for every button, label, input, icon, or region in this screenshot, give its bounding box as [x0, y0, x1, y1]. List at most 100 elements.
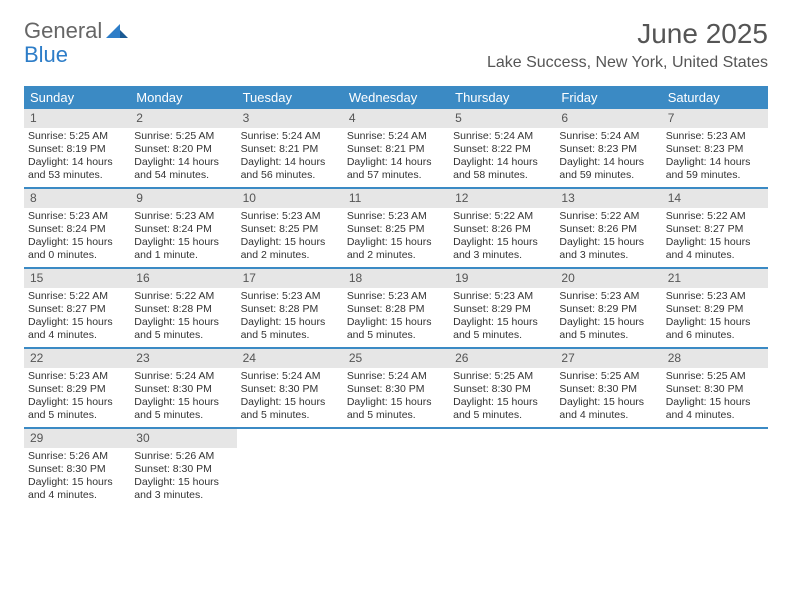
logo-triangle-icon — [106, 18, 128, 44]
day-cell: 7Sunrise: 5:23 AMSunset: 8:23 PMDaylight… — [662, 109, 768, 187]
day-number: 5 — [449, 109, 555, 128]
day-body: Sunrise: 5:24 AMSunset: 8:30 PMDaylight:… — [343, 368, 449, 427]
day-body: Sunrise: 5:22 AMSunset: 8:26 PMDaylight:… — [555, 208, 661, 267]
header: General June 2025 Lake Success, New York… — [0, 0, 792, 78]
daylight-text: Daylight: 15 hours and 5 minutes. — [241, 316, 339, 342]
day-body: Sunrise: 5:23 AMSunset: 8:28 PMDaylight:… — [237, 288, 343, 347]
day-number: 8 — [24, 189, 130, 208]
sunset-text: Sunset: 8:30 PM — [241, 383, 339, 396]
sunrise-text: Sunrise: 5:26 AM — [28, 450, 126, 463]
day-cell: 17Sunrise: 5:23 AMSunset: 8:28 PMDayligh… — [237, 269, 343, 347]
day-header: Monday — [130, 86, 236, 109]
daylight-text: Daylight: 15 hours and 4 minutes. — [666, 236, 764, 262]
day-body: Sunrise: 5:23 AMSunset: 8:29 PMDaylight:… — [24, 368, 130, 427]
day-cell: 13Sunrise: 5:22 AMSunset: 8:26 PMDayligh… — [555, 189, 661, 267]
day-cell: 25Sunrise: 5:24 AMSunset: 8:30 PMDayligh… — [343, 349, 449, 427]
week-row: 15Sunrise: 5:22 AMSunset: 8:27 PMDayligh… — [24, 269, 768, 349]
sunset-text: Sunset: 8:24 PM — [28, 223, 126, 236]
daylight-text: Daylight: 14 hours and 53 minutes. — [28, 156, 126, 182]
sunset-text: Sunset: 8:30 PM — [453, 383, 551, 396]
day-header: Wednesday — [343, 86, 449, 109]
day-cell: 11Sunrise: 5:23 AMSunset: 8:25 PMDayligh… — [343, 189, 449, 267]
day-body: Sunrise: 5:23 AMSunset: 8:29 PMDaylight:… — [555, 288, 661, 347]
sunrise-text: Sunrise: 5:24 AM — [347, 130, 445, 143]
day-body: Sunrise: 5:25 AMSunset: 8:30 PMDaylight:… — [662, 368, 768, 427]
day-cell: 29 Sunrise: 5:26 AMSunset: 8:30 PMDayligh… — [24, 429, 130, 507]
day-header: Friday — [555, 86, 661, 109]
day-body: Sunrise: 5:23 AMSunset: 8:28 PMDaylight:… — [343, 288, 449, 347]
day-number: 3 — [237, 109, 343, 128]
sunrise-text: Sunrise: 5:23 AM — [241, 210, 339, 223]
sunset-text: Sunset: 8:29 PM — [559, 303, 657, 316]
sunrise-text: Sunrise: 5:23 AM — [347, 210, 445, 223]
day-number: 26 — [449, 349, 555, 368]
day-number: 23 — [130, 349, 236, 368]
day-number: 24 — [237, 349, 343, 368]
sunrise-text: Sunrise: 5:25 AM — [559, 370, 657, 383]
day-cell: 30Sunrise: 5:26 AMSunset: 8:30 PMDayligh… — [130, 429, 236, 507]
day-cell: 22Sunrise: 5:23 AMSunset: 8:29 PMDayligh… — [24, 349, 130, 427]
daylight-text: Daylight: 15 hours and 5 minutes. — [134, 316, 232, 342]
daylight-text: Daylight: 15 hours and 0 minutes. — [28, 236, 126, 262]
daylight-text: Daylight: 15 hours and 4 minutes. — [559, 396, 657, 422]
day-body: Sunrise: 5:24 AMSunset: 8:30 PMDaylight:… — [237, 368, 343, 427]
day-number: 29 — [24, 429, 130, 448]
sunrise-text: Sunrise: 5:23 AM — [559, 290, 657, 303]
day-cell: 19Sunrise: 5:23 AMSunset: 8:29 PMDayligh… — [449, 269, 555, 347]
sunset-text: Sunset: 8:30 PM — [134, 383, 232, 396]
sunset-text: Sunset: 8:29 PM — [666, 303, 764, 316]
day-number: 18 — [343, 269, 449, 288]
daylight-text: Daylight: 15 hours and 4 minutes. — [28, 476, 126, 502]
day-number: 27 — [555, 349, 661, 368]
sunset-text: Sunset: 8:22 PM — [453, 143, 551, 156]
sunrise-text: Sunrise: 5:23 AM — [666, 290, 764, 303]
day-number: 4 — [343, 109, 449, 128]
sunrise-text: Sunrise: 5:26 AM — [134, 450, 232, 463]
sunset-text: Sunset: 8:25 PM — [347, 223, 445, 236]
day-cell: 24Sunrise: 5:24 AMSunset: 8:30 PMDayligh… — [237, 349, 343, 427]
daylight-text: Daylight: 15 hours and 3 minutes. — [134, 476, 232, 502]
daylight-text: Daylight: 14 hours and 54 minutes. — [134, 156, 232, 182]
day-number: 16 — [130, 269, 236, 288]
sunrise-text: Sunrise: 5:25 AM — [134, 130, 232, 143]
day-number: 30 — [130, 429, 236, 448]
daylight-text: Daylight: 14 hours and 56 minutes. — [241, 156, 339, 182]
sunset-text: Sunset: 8:30 PM — [666, 383, 764, 396]
sunrise-text: Sunrise: 5:22 AM — [666, 210, 764, 223]
day-body: Sunrise: 5:26 AMSunset: 8:30 PMDaylight:… — [130, 448, 236, 507]
location: Lake Success, New York, United States — [487, 54, 768, 72]
day-cell: 10Sunrise: 5:23 AMSunset: 8:25 PMDayligh… — [237, 189, 343, 267]
day-cell: 27Sunrise: 5:25 AMSunset: 8:30 PMDayligh… — [555, 349, 661, 427]
sunset-text: Sunset: 8:28 PM — [134, 303, 232, 316]
day-body: Sunrise: 5:23 AMSunset: 8:24 PMDaylight:… — [24, 208, 130, 267]
daylight-text: Daylight: 15 hours and 2 minutes. — [347, 236, 445, 262]
sunset-text: Sunset: 8:27 PM — [28, 303, 126, 316]
sunrise-text: Sunrise: 5:23 AM — [28, 210, 126, 223]
logo-text-blue: Blue — [24, 42, 68, 68]
day-body: Sunrise: 5:24 AMSunset: 8:30 PMDaylight:… — [130, 368, 236, 427]
daylight-text: Daylight: 15 hours and 2 minutes. — [241, 236, 339, 262]
day-number: 13 — [555, 189, 661, 208]
day-body: Sunrise: 5:25 AMSunset: 8:30 PMDaylight:… — [555, 368, 661, 427]
sunrise-text: Sunrise: 5:25 AM — [666, 370, 764, 383]
sunset-text: Sunset: 8:23 PM — [559, 143, 657, 156]
sunset-text: Sunset: 8:21 PM — [241, 143, 339, 156]
day-number: 28 — [662, 349, 768, 368]
sunrise-text: Sunrise: 5:23 AM — [453, 290, 551, 303]
day-cell: 28Sunrise: 5:25 AMSunset: 8:30 PMDayligh… — [662, 349, 768, 427]
sunset-text: Sunset: 8:30 PM — [134, 463, 232, 476]
day-cell: 9Sunrise: 5:23 AMSunset: 8:24 PMDaylight… — [130, 189, 236, 267]
daylight-text: Daylight: 15 hours and 5 minutes. — [453, 316, 551, 342]
day-number: 10 — [237, 189, 343, 208]
sunset-text: Sunset: 8:30 PM — [28, 463, 126, 476]
sunrise-text: Sunrise: 5:23 AM — [241, 290, 339, 303]
day-body: Sunrise: 5:23 AMSunset: 8:24 PMDaylight:… — [130, 208, 236, 267]
day-cell: 14Sunrise: 5:22 AMSunset: 8:27 PMDayligh… — [662, 189, 768, 267]
daylight-text: Daylight: 15 hours and 6 minutes. — [666, 316, 764, 342]
day-cell: 8Sunrise: 5:23 AMSunset: 8:24 PMDaylight… — [24, 189, 130, 267]
day-header: Thursday — [449, 86, 555, 109]
daylight-text: Daylight: 15 hours and 5 minutes. — [347, 316, 445, 342]
daylight-text: Daylight: 14 hours and 59 minutes. — [666, 156, 764, 182]
day-body: Sunrise: 5:22 AMSunset: 8:28 PMDaylight:… — [130, 288, 236, 347]
day-body: Sunrise: 5:25 AMSunset: 8:19 PMDaylight:… — [24, 128, 130, 187]
